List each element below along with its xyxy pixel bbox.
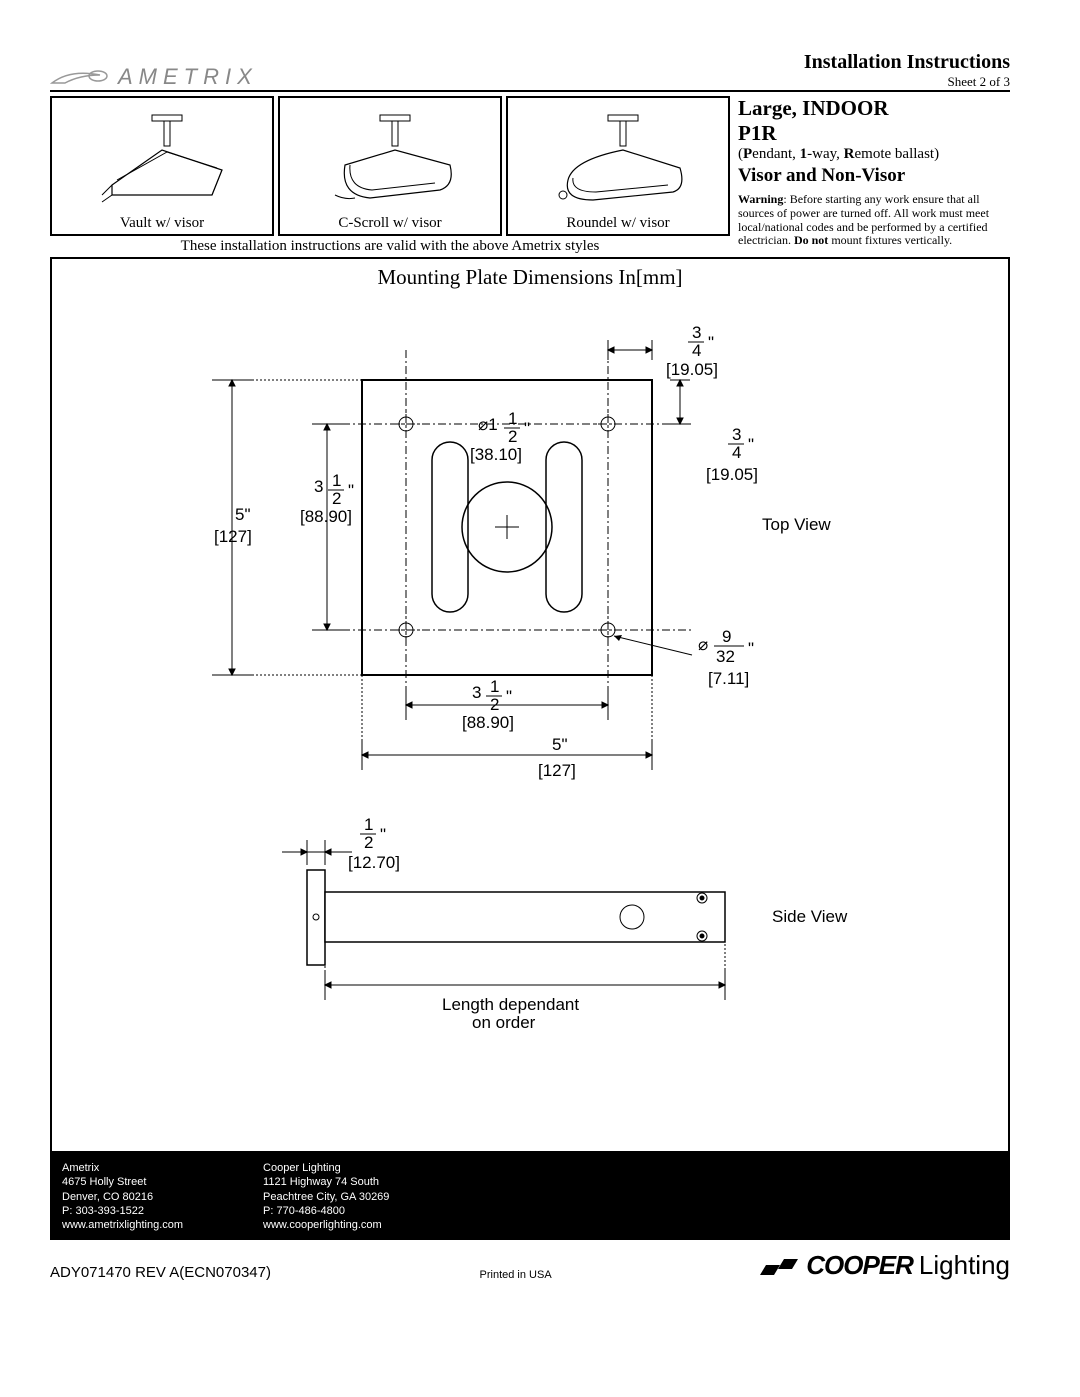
dim-mm: [19.05]: [666, 360, 718, 379]
length-note: Length dependant: [442, 995, 579, 1014]
svg-text:4: 4: [692, 341, 701, 360]
svg-text:": ": [524, 419, 530, 438]
footer-box: Ametrix 4675 Holly Street Denver, CO 802…: [50, 1153, 1010, 1240]
model-line1: Large, INDOOR: [738, 96, 1006, 121]
dim-mm: [12.70]: [348, 853, 400, 872]
t: 4675 Holly Street: [62, 1175, 183, 1189]
brand-swoosh-icon: [50, 65, 110, 89]
roundel-illustration: [512, 104, 724, 215]
bottom-row: ADY071470 REV A(ECN070347) Printed in US…: [50, 1250, 1010, 1281]
t: 1121 Highway 74 South: [263, 1175, 389, 1189]
svg-text:": ": [348, 481, 354, 500]
footer-col-2: Cooper Lighting 1121 Highway 74 South Pe…: [263, 1161, 389, 1232]
t: emote ballast): [855, 146, 940, 162]
t: Warning: [738, 192, 783, 206]
dim-mm: [88.90]: [300, 507, 352, 526]
visor-line: Visor and Non-Visor: [738, 165, 1006, 187]
svg-text:32: 32: [716, 647, 735, 666]
t: Denver, CO 80216: [62, 1190, 183, 1204]
t: P: 770-486-4800: [263, 1204, 389, 1218]
svg-text:3: 3: [732, 425, 741, 444]
svg-text:2: 2: [364, 833, 373, 852]
svg-text:": ": [506, 687, 512, 706]
pendant-line: (Pendant, 1-way, Remote ballast): [738, 146, 1006, 163]
sheet-number: Sheet 2 of 3: [804, 74, 1010, 90]
installation-title: Installation Instructions: [804, 51, 1010, 74]
t: Cooper Lighting: [263, 1161, 389, 1175]
svg-text:5": 5": [235, 505, 251, 524]
cscroll-illustration: [284, 104, 496, 215]
length-note2: on order: [472, 1013, 536, 1032]
vault-illustration: [56, 104, 268, 215]
style-box-vault: Vault w/ visor: [50, 96, 274, 236]
model-info: Large, INDOOR P1R (Pendant, 1-way, Remot…: [730, 92, 1010, 255]
model-line2: P1R: [738, 121, 1006, 146]
t: Do not: [794, 233, 828, 247]
t: Ametrix: [62, 1161, 183, 1175]
svg-text:9: 9: [722, 627, 731, 646]
svg-text:⌀1: ⌀1: [478, 415, 498, 434]
side-view-label: Side View: [772, 907, 848, 926]
diagram-svg: 3 4 " [19.05] 3 4 ": [52, 290, 1008, 1140]
svg-text:1: 1: [490, 677, 499, 696]
cooper-logo: COOPER Lighting: [760, 1250, 1010, 1281]
svg-text:2: 2: [332, 489, 341, 508]
svg-text:": ": [708, 333, 714, 352]
header-row: AMETRIX Installation Instructions Sheet …: [50, 50, 1010, 90]
svg-text:2: 2: [508, 427, 517, 446]
warning-text: Warning: Before starting any work ensure…: [738, 193, 1006, 248]
t: Peachtree City, GA 30269: [263, 1190, 389, 1204]
t: www.ametrixlighting.com: [62, 1218, 183, 1232]
t: mount fixtures vertically.: [828, 233, 952, 247]
svg-text:": ": [748, 435, 754, 454]
svg-text:3: 3: [314, 477, 323, 496]
dim-mm: [127]: [214, 527, 252, 546]
svg-text:⌀: ⌀: [698, 635, 708, 654]
style-box-roundel: Roundel w/ visor: [506, 96, 730, 236]
brand: AMETRIX: [50, 64, 258, 90]
style-label: Roundel w/ visor: [566, 215, 669, 232]
dim-mm: [7.11]: [708, 669, 749, 688]
diagram-box: Mounting Plate Dimensions In[mm]: [50, 257, 1010, 1153]
cooper-icon: [760, 1251, 800, 1281]
top-view-label: Top View: [762, 515, 831, 534]
style-label: Vault w/ visor: [120, 215, 204, 232]
dim-3-4-top: 3: [692, 323, 701, 342]
header-right: Installation Instructions Sheet 2 of 3: [804, 51, 1010, 90]
svg-text:": ": [748, 639, 754, 658]
diagram-title: Mounting Plate Dimensions In[mm]: [52, 265, 1008, 290]
cooper-bold: COOPER: [806, 1250, 913, 1281]
printed-in: Printed in USA: [480, 1269, 552, 1281]
style-label: C-Scroll w/ visor: [338, 215, 441, 232]
svg-text:1: 1: [364, 815, 373, 834]
brand-text: AMETRIX: [118, 64, 258, 90]
svg-text:1: 1: [508, 409, 517, 428]
footer-col-1: Ametrix 4675 Holly Street Denver, CO 802…: [62, 1161, 183, 1232]
t: R: [844, 146, 855, 162]
svg-text:1: 1: [332, 471, 341, 490]
t: endant,: [752, 146, 799, 162]
svg-text:4: 4: [732, 443, 741, 462]
dim-mm: [127]: [538, 761, 576, 780]
svg-text:3: 3: [472, 683, 481, 702]
t: www.cooperlighting.com: [263, 1218, 389, 1232]
page: AMETRIX Installation Instructions Sheet …: [50, 50, 1010, 1330]
cooper-light: Lighting: [919, 1250, 1010, 1281]
valid-note: These installation instructions are vali…: [50, 238, 730, 255]
part-number: ADY071470 REV A(ECN070347): [50, 1264, 271, 1281]
style-box-cscroll: C-Scroll w/ visor: [278, 96, 502, 236]
dim-mm: [38.10]: [470, 445, 522, 464]
svg-text:": ": [380, 825, 386, 844]
dim-mm: [19.05]: [706, 465, 758, 484]
svg-text:5": 5": [552, 735, 568, 754]
t: P: 303-393-1522: [62, 1204, 183, 1218]
t: P: [743, 146, 752, 162]
t: -way,: [807, 146, 844, 162]
dim-mm: [88.90]: [462, 713, 514, 732]
svg-text:2: 2: [490, 695, 499, 714]
